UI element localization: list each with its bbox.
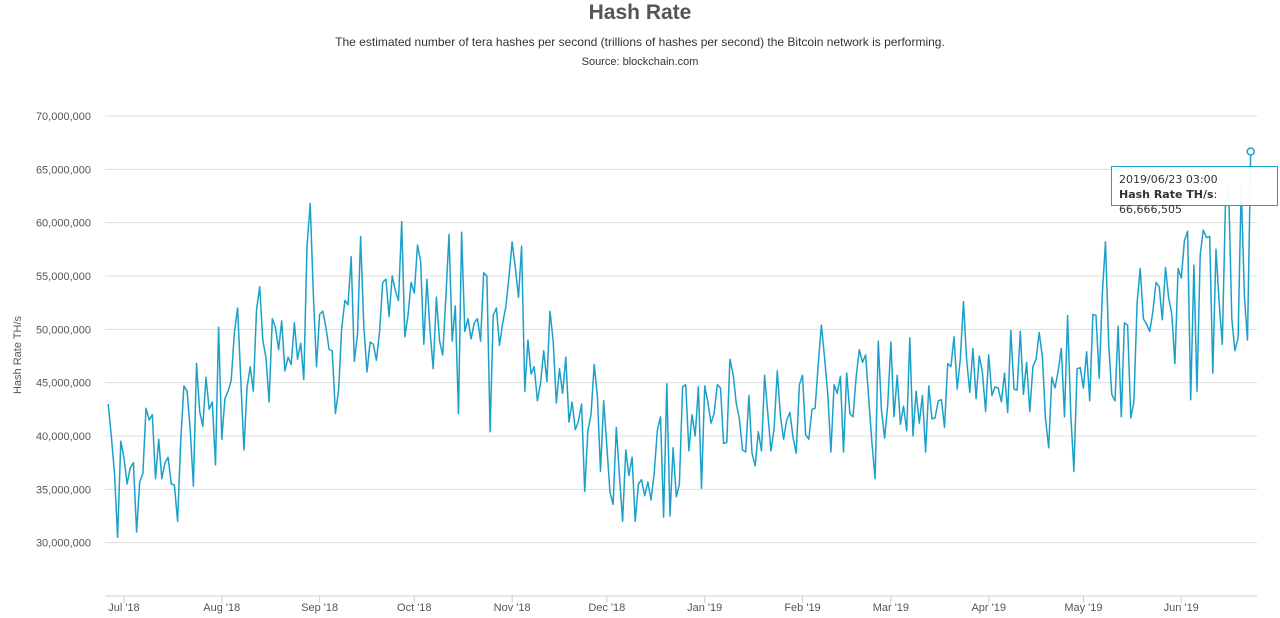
x-tick-label: Jan '19 <box>687 602 722 614</box>
y-tick-label: 70,000,000 <box>36 111 91 123</box>
tooltip-date: 2019/06/23 03:00 <box>1119 173 1218 186</box>
x-tick-label: Feb '19 <box>784 602 820 614</box>
x-tick-label: Mar '19 <box>873 602 909 614</box>
x-tick-label: Oct '18 <box>397 602 432 614</box>
y-axis-label: Hash Rate TH/s <box>12 315 24 394</box>
y-tick-label: 55,000,000 <box>36 271 91 283</box>
x-tick-label: Nov '18 <box>494 602 531 614</box>
hash-rate-series-line[interactable] <box>107 151 1252 539</box>
y-tick-label: 35,000,000 <box>36 484 91 496</box>
y-gridlines <box>105 115 1257 544</box>
tooltip-colon: : <box>1213 188 1218 201</box>
y-tick-label: 65,000,000 <box>36 164 91 176</box>
y-tick-label: 45,000,000 <box>36 378 91 390</box>
tooltip-label: Hash Rate TH/s <box>1119 188 1214 201</box>
y-tick-label: 50,000,000 <box>36 324 91 336</box>
y-tick-label: 40,000,000 <box>36 431 91 443</box>
y-tick-labels: 30,000,000 35,000,000 40,000,000 45,000,000… <box>36 111 91 550</box>
tooltip: 2019/06/23 03:00 Hash Rate TH/s: 66,666,… <box>1111 166 1278 216</box>
x-tick-label: Aug '18 <box>203 602 240 614</box>
x-tick-label: Apr '19 <box>971 602 1006 614</box>
x-tick-label: Jun '19 <box>1164 602 1199 614</box>
x-tick-label: Dec '18 <box>588 602 625 614</box>
chart-subtitle: The estimated number of tera hashes per … <box>335 35 945 49</box>
chart-title: Hash Rate <box>588 1 692 24</box>
tooltip-value: 66,666,505 <box>1119 203 1182 216</box>
hover-marker <box>1246 147 1255 156</box>
x-tick-label: May '19 <box>1064 602 1102 614</box>
chart-source: Source: blockchain.com <box>581 56 699 68</box>
x-tick-label: Jul '18 <box>108 602 139 614</box>
x-axis: Jul '18 Aug '18 Sep '18 Oct '18 Nov '18 Dec '… <box>105 595 1257 614</box>
y-tick-label: 60,000,000 <box>36 218 91 230</box>
y-tick-label: 30,000,000 <box>36 538 91 550</box>
tooltip-value-row: Hash Rate TH/s: 66,666,505 <box>1119 187 1270 217</box>
x-tick-label: Sep '18 <box>301 602 338 614</box>
